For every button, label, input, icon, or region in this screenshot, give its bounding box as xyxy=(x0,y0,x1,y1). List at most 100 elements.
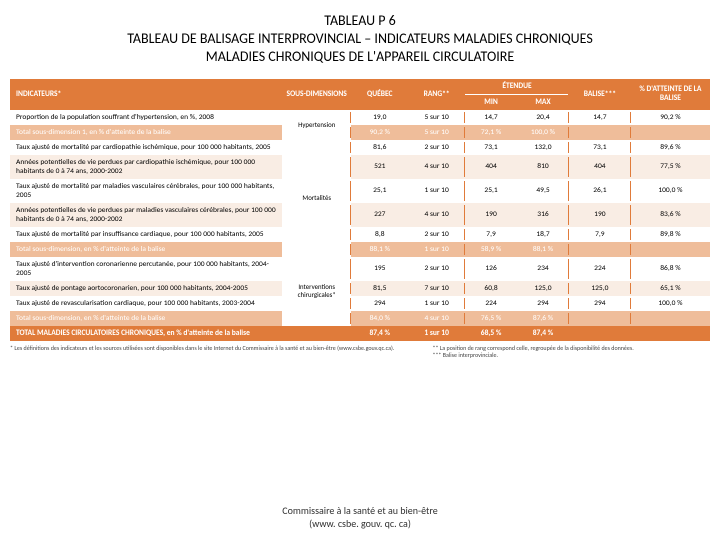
table-row: Proportion de la population souffrant d'… xyxy=(10,110,710,125)
cell-att xyxy=(631,125,710,140)
cell-min: 58,9 % xyxy=(465,242,517,257)
cell-att xyxy=(631,242,710,257)
cell-min: 126 xyxy=(465,257,517,281)
cell-att: 90,2 % xyxy=(631,110,710,125)
cell-min: 224 xyxy=(465,296,517,311)
cell-att xyxy=(631,326,710,341)
cell-indicator: Taux ajusté de mortalité par cardiopathi… xyxy=(10,140,282,155)
cell-max: 132,0 xyxy=(517,140,569,155)
col-max: MAX xyxy=(517,94,569,110)
cell-rg: 4 sur 10 xyxy=(408,311,465,326)
cell-min: 25,1 xyxy=(465,179,517,203)
footnotes: * Les définitions des indicateurs et les… xyxy=(10,345,710,361)
cell-indicator: Taux ajusté de mortalité par insuffisanc… xyxy=(10,227,282,242)
cell-bal: 190 xyxy=(569,203,631,227)
footer-line-2: (www. csbe. gouv. qc. ca) xyxy=(0,517,720,530)
cell-bal: 294 xyxy=(569,296,631,311)
title-block: TABLEAU P 6 TABLEAU DE BALISAGE INTERPRO… xyxy=(10,12,710,67)
col-quebec: QUÉBEC xyxy=(351,79,408,110)
cell-bal: 404 xyxy=(569,155,631,179)
table-row: Taux ajusté d'intervention coronarienne … xyxy=(10,257,710,281)
cell-qc: 81,6 xyxy=(351,140,408,155)
cell-indicator: Total sous-dimension 1, en % d'atteinte … xyxy=(10,125,282,140)
cell-min: 73,1 xyxy=(465,140,517,155)
footnote-left: * Les définitions des indicateurs et les… xyxy=(10,345,412,361)
cell-max: 125,0 xyxy=(517,281,569,296)
title-line-1: TABLEAU P 6 xyxy=(10,12,710,30)
col-indicateurs: INDICATEURS* xyxy=(10,79,282,110)
footer-line-1: Commissaire à la santé et au bien-être xyxy=(0,504,720,517)
cell-bal: 26,1 xyxy=(569,179,631,203)
cell-indicator: Années potentielles de vie perdues par m… xyxy=(10,203,282,227)
cell-qc: 88,1 % xyxy=(351,242,408,257)
cell-att: 65,1 % xyxy=(631,281,710,296)
cell-rg: 2 sur 10 xyxy=(408,257,465,281)
cell-att: 89,8 % xyxy=(631,227,710,242)
col-atteinte: % D'ATTEINTE DE LA BALISE xyxy=(631,79,710,110)
cell-rg: 2 sur 10 xyxy=(408,227,465,242)
cell-qc: 87,4 % xyxy=(351,326,408,341)
table-row: Années potentielles de vie perdues par m… xyxy=(10,203,710,227)
cell-att: 100,0 % xyxy=(631,179,710,203)
cell-rg: 2 sur 10 xyxy=(408,140,465,155)
cell-bal xyxy=(569,242,631,257)
cell-qc: 81,5 xyxy=(351,281,408,296)
title-line-2: TABLEAU DE BALISAGE INTERPROVINCIAL – IN… xyxy=(10,30,710,48)
table-row: Taux ajusté de revascularisation cardiaq… xyxy=(10,296,710,311)
cell-rg: 4 sur 10 xyxy=(408,203,465,227)
cell-rg: 7 sur 10 xyxy=(408,281,465,296)
cell-att: 77,5 % xyxy=(631,155,710,179)
cell-qc: 195 xyxy=(351,257,408,281)
table-row: Total sous-dimension, en % d'atteinte de… xyxy=(10,242,710,257)
cell-rg: 1 sur 10 xyxy=(408,296,465,311)
cell-max: 18,7 xyxy=(517,227,569,242)
col-sousdim: SOUS-DIMENSIONS xyxy=(282,79,351,110)
title-line-3: MALADIES CHRONIQUES DE L'APPAREIL CIRCUL… xyxy=(10,48,710,66)
cell-min: 190 xyxy=(465,203,517,227)
col-rang: RANG** xyxy=(408,79,465,110)
cell-indicator: Années potentielles de vie perdues par c… xyxy=(10,155,282,179)
table-row: Taux ajusté de pontage aortocoronarien, … xyxy=(10,281,710,296)
cell-att: 86,8 % xyxy=(631,257,710,281)
cell-indicator: Taux ajusté de mortalité par maladies va… xyxy=(10,179,282,203)
table-row: Taux ajusté de mortalité par cardiopathi… xyxy=(10,140,710,155)
cell-sousdimension: Mortalités xyxy=(282,140,351,257)
cell-min: 14,7 xyxy=(465,110,517,125)
cell-min: 68,5 % xyxy=(465,326,517,341)
cell-att: 89,6 % xyxy=(631,140,710,155)
col-etendue: ÉTENDUE xyxy=(465,79,569,95)
cell-bal xyxy=(569,125,631,140)
page: TABLEAU P 6 TABLEAU DE BALISAGE INTERPRO… xyxy=(0,0,720,540)
cell-min: 72,1 % xyxy=(465,125,517,140)
cell-qc: 90,2 % xyxy=(351,125,408,140)
cell-rg: 1 sur 10 xyxy=(408,242,465,257)
cell-min: 60,8 xyxy=(465,281,517,296)
cell-indicator: Taux ajusté de pontage aortocoronarien, … xyxy=(10,281,282,296)
cell-bal: 125,0 xyxy=(569,281,631,296)
cell-sousdimension: Interventions chirurgicales* xyxy=(282,257,351,326)
cell-rg: 5 sur 10 xyxy=(408,110,465,125)
table-body: Proportion de la population souffrant d'… xyxy=(10,110,710,341)
cell-rg: 5 sur 10 xyxy=(408,125,465,140)
cell-bal: 7,9 xyxy=(569,227,631,242)
cell-qc: 19,0 xyxy=(351,110,408,125)
col-balise: BALISE*** xyxy=(569,79,631,110)
cell-qc: 25,1 xyxy=(351,179,408,203)
cell-qc: 227 xyxy=(351,203,408,227)
cell-max: 294 xyxy=(517,296,569,311)
cell-rg: 1 sur 10 xyxy=(408,179,465,203)
cell-max: 234 xyxy=(517,257,569,281)
cell-bal xyxy=(569,326,631,341)
cell-qc: 84,0 % xyxy=(351,311,408,326)
table-row: TOTAL MALADIES CIRCULATOIRES CHRONIQUES,… xyxy=(10,326,710,341)
cell-qc: 8,8 xyxy=(351,227,408,242)
table-row: Total sous-dimension 1, en % d'atteinte … xyxy=(10,125,710,140)
cell-bal: 14,7 xyxy=(569,110,631,125)
cell-max: 316 xyxy=(517,203,569,227)
cell-indicator: TOTAL MALADIES CIRCULATOIRES CHRONIQUES,… xyxy=(10,326,351,341)
cell-indicator: Total sous-dimension, en % d'atteinte de… xyxy=(10,311,282,326)
cell-min: 76,5 % xyxy=(465,311,517,326)
table-row: Taux ajusté de mortalité par insuffisanc… xyxy=(10,227,710,242)
cell-sousdimension: Hypertension xyxy=(282,110,351,140)
cell-max: 87,4 % xyxy=(517,326,569,341)
